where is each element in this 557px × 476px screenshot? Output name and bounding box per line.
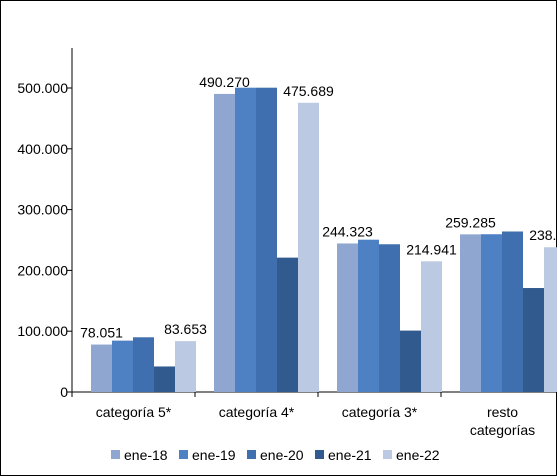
bar <box>460 234 481 392</box>
bar <box>235 87 256 393</box>
legend-label: ene-20 <box>260 447 304 463</box>
bar <box>523 288 544 392</box>
bar <box>481 234 502 392</box>
y-tick-label: 300.000 <box>17 202 68 218</box>
bar <box>379 244 400 392</box>
x-tick-label: categorías <box>470 422 535 438</box>
bar <box>358 239 379 392</box>
bar <box>400 330 421 392</box>
bar <box>133 337 154 392</box>
bar <box>298 102 319 392</box>
x-tick-label: categoría 5* <box>96 404 172 420</box>
bar <box>154 366 175 392</box>
legend-label: ene-22 <box>396 447 440 463</box>
legend-label: ene-19 <box>192 447 236 463</box>
bar <box>91 344 112 392</box>
bar <box>112 340 133 392</box>
data-label: 238.089 <box>529 227 557 243</box>
legend-swatch <box>315 450 324 459</box>
bar <box>337 243 358 392</box>
y-tick-label: 500.000 <box>17 80 68 96</box>
data-label: 259.285 <box>445 214 496 230</box>
bar <box>256 87 277 393</box>
x-tick-label: categoría 3* <box>342 404 418 420</box>
data-label: 83.653 <box>164 321 207 337</box>
bar <box>277 257 298 392</box>
bar <box>502 231 523 392</box>
bar <box>421 261 442 392</box>
legend-swatch <box>179 450 188 459</box>
data-label: 244.323 <box>322 223 373 239</box>
y-tick-label: 0 <box>60 384 68 400</box>
bar <box>214 93 235 393</box>
legend-swatch <box>383 450 392 459</box>
legend-swatch <box>111 450 120 459</box>
bar <box>175 341 196 392</box>
y-tick-label: 400.000 <box>17 141 68 157</box>
data-label: 490.270 <box>199 74 250 90</box>
legend-swatch <box>247 450 256 459</box>
x-tick-label: resto <box>487 404 518 420</box>
y-tick-label: 200.000 <box>17 262 68 278</box>
data-label: 78.051 <box>80 325 123 341</box>
bar <box>544 247 557 392</box>
legend-label: ene-21 <box>328 447 372 463</box>
legend-label: ene-18 <box>124 447 168 463</box>
y-tick-label: 100.000 <box>17 323 68 339</box>
data-label: 475.689 <box>283 83 334 99</box>
data-label: 214.941 <box>406 241 457 257</box>
x-tick-label: categoría 4* <box>219 404 295 420</box>
